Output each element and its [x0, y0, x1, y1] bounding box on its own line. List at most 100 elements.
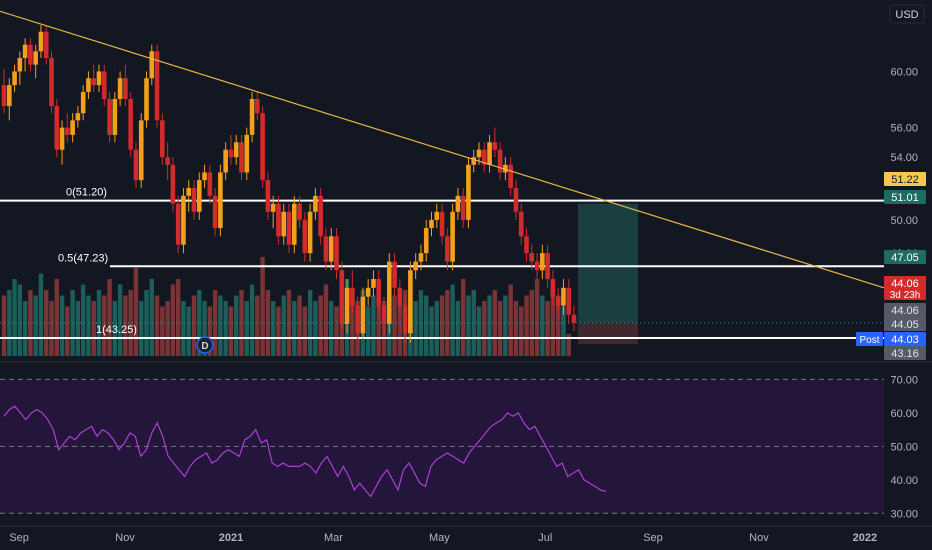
volume-bar: [117, 284, 123, 356]
dividend-marker-circle[interactable]: [196, 336, 214, 354]
volume-bar: [175, 279, 181, 356]
time-tick-label: Sep: [9, 532, 29, 544]
candle-body: [86, 78, 91, 93]
candle: [28, 38, 33, 72]
candle: [561, 278, 566, 315]
target-zone[interactable]: [578, 203, 638, 323]
volume-bar: [487, 295, 492, 356]
candle: [286, 203, 292, 254]
price-tick-label: 56.00: [890, 123, 918, 135]
candle: [207, 164, 213, 204]
trendline[interactable]: [0, 10, 885, 289]
candle: [96, 64, 102, 93]
candle: [249, 92, 255, 143]
candle-body: [12, 71, 17, 86]
candle: [144, 71, 149, 128]
candle-body: [112, 99, 118, 135]
price-label: 47.05: [884, 250, 926, 264]
candle-body: [455, 195, 461, 212]
price-label: 44.06: [884, 303, 926, 317]
candle: [191, 180, 197, 220]
post-market-tag-box[interactable]: [856, 332, 883, 346]
candle-body: [328, 236, 334, 262]
candle: [22, 38, 28, 72]
rsi-tick-label: 40.00: [890, 475, 918, 487]
fib-level-label: 1(43.25): [96, 324, 137, 336]
candle-body: [123, 78, 128, 100]
fib-level-label: 0.5(47.23): [58, 252, 108, 264]
candle: [445, 228, 450, 271]
rsi-tick-label: 60.00: [890, 408, 918, 420]
candle-body: [212, 195, 218, 229]
candle: [117, 71, 123, 107]
candle: [196, 172, 202, 220]
volume-bar: [540, 295, 545, 356]
candle: [313, 187, 318, 220]
post-market-tag[interactable]: Post: [856, 332, 883, 346]
candle: [233, 134, 239, 165]
currency-button[interactable]: USD: [889, 4, 925, 24]
candle: [86, 71, 91, 100]
candle: [112, 92, 118, 143]
candle-body: [286, 211, 292, 245]
candle: [186, 180, 192, 212]
position-tool[interactable]: [578, 203, 638, 344]
candle-body: [397, 287, 403, 306]
candle: [323, 228, 329, 271]
candle-body: [223, 149, 228, 173]
candle-body: [43, 31, 49, 58]
candle-body: [445, 236, 450, 262]
candle: [59, 120, 65, 165]
candle-body: [75, 113, 81, 121]
candle-body: [181, 195, 186, 245]
volume-bar: [107, 279, 112, 356]
candle-body: [133, 149, 139, 181]
candle: [460, 187, 466, 229]
time-tick-label: Nov: [749, 532, 769, 544]
candle: [355, 296, 360, 339]
price-label-box: [884, 332, 926, 346]
volume-bar: [455, 301, 461, 356]
volume-bar: [91, 301, 96, 356]
candle-body: [33, 51, 38, 65]
candle-body: [196, 180, 202, 212]
volume-bar: [270, 301, 276, 356]
candle: [434, 203, 440, 229]
candle-body: [281, 211, 287, 237]
fibonacci-levels[interactable]: 0(51.20) 0.5(47.23) 1(43.25): [0, 187, 884, 339]
candle-body: [429, 219, 434, 229]
price-tick-label: 54.00: [890, 152, 918, 164]
candle: [418, 244, 424, 271]
volume-bar: [218, 295, 223, 356]
candle-body: [38, 31, 44, 52]
candle: [212, 187, 218, 237]
volume-bar: [323, 284, 329, 356]
candle: [297, 195, 302, 229]
candle: [503, 157, 508, 181]
candle-body: [191, 187, 197, 212]
candle: [281, 203, 287, 245]
candle: [49, 51, 54, 114]
candle-body: [202, 172, 207, 181]
fib-level-label: 0(51.20): [66, 187, 107, 199]
stop-zone[interactable]: [578, 322, 638, 344]
dividend-marker[interactable]: D: [196, 336, 214, 354]
trendline-layer[interactable]: D: [0, 10, 885, 354]
rsi-panel: [0, 378, 884, 514]
price-label-box: [884, 317, 926, 331]
candle: [450, 203, 455, 271]
candle: [423, 219, 429, 262]
time-tick-label: May: [429, 532, 450, 544]
volume-bar: [12, 279, 17, 356]
candle-body: [365, 287, 371, 297]
volume-bar: [59, 295, 65, 356]
volume-bar: [265, 290, 271, 356]
volume-bar: [460, 279, 466, 356]
candle: [534, 253, 540, 279]
time-tick-label: Jul: [538, 532, 552, 544]
candle: [270, 195, 276, 229]
candle-body: [339, 270, 345, 324]
candle: [550, 270, 556, 306]
candle: [276, 195, 281, 245]
